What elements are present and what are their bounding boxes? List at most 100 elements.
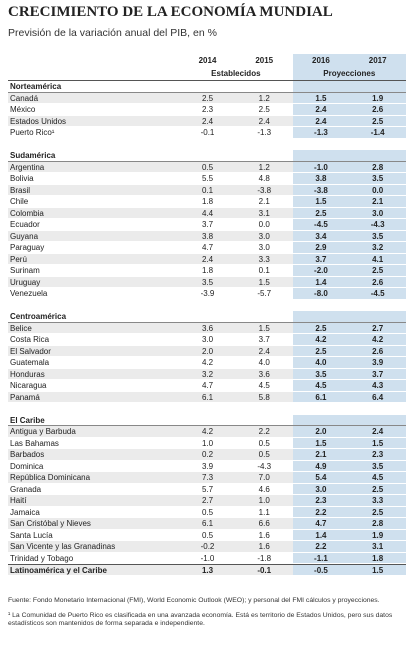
- data-row: Ecuador 3.7 0.0 -4.5 -4.3: [8, 219, 407, 231]
- value: 1.5: [349, 437, 407, 448]
- section-row: Centroamérica: [8, 311, 407, 323]
- country: Costa Rica: [10, 335, 50, 344]
- section-row: Norteamérica: [8, 81, 407, 93]
- blank: [179, 81, 236, 92]
- value: 1.9: [349, 529, 407, 540]
- value: 2.5: [292, 322, 350, 333]
- value: 4.7: [201, 243, 214, 252]
- value: 7.0: [258, 473, 270, 482]
- value: 2.2: [292, 541, 350, 552]
- blank: [179, 415, 236, 426]
- value: 3.5: [349, 230, 407, 241]
- value: -8.0: [292, 288, 350, 299]
- section-name: El Caribe: [10, 415, 45, 425]
- country: Bolivia: [10, 174, 34, 183]
- value: 1.4: [292, 529, 350, 540]
- blank: [349, 311, 407, 322]
- value: -1.0: [200, 553, 215, 563]
- data-row: República Dominicana 7.3 7.0 5.4 4.5: [8, 472, 407, 484]
- value: 3.0: [258, 231, 270, 241]
- country: República Dominicana: [10, 473, 91, 482]
- value: 2.3: [201, 105, 214, 114]
- value: 0.1: [201, 185, 214, 195]
- value: 2.6: [349, 345, 407, 356]
- value: 2.3: [292, 495, 350, 506]
- blank: [292, 150, 350, 161]
- value: 0.5: [201, 162, 214, 172]
- value: 4.2: [201, 358, 214, 367]
- value: 2.1: [292, 449, 350, 460]
- spacer: [8, 300, 406, 312]
- value: 4.6: [258, 484, 270, 494]
- value: 3.7: [258, 335, 270, 344]
- value: 2.4: [349, 426, 407, 437]
- data-row: Guyana 3.8 3.0 3.4 3.5: [8, 230, 407, 242]
- value: 2.5: [349, 265, 407, 276]
- value: 3.3: [349, 495, 407, 506]
- value: 1.8: [349, 552, 407, 563]
- country: Latinoamérica y el Caribe: [10, 566, 107, 575]
- value: 3.5: [349, 173, 407, 184]
- data-row: Bolivia 5.5 4.8 3.8 3.5: [8, 173, 407, 185]
- country: Uruguay: [10, 277, 41, 287]
- value: 2.6: [349, 276, 407, 287]
- data-row: Guatemala 4.2 4.0 4.0 3.9: [8, 357, 407, 369]
- blank: [8, 54, 179, 67]
- value: 2.5: [292, 207, 350, 218]
- value: 2.5: [349, 483, 407, 494]
- country: Granada: [10, 484, 42, 494]
- value: 1.8: [201, 197, 214, 206]
- value: 5.4: [292, 472, 350, 483]
- country: El Salvador: [10, 346, 51, 356]
- country: Las Bahamas: [10, 438, 59, 448]
- data-row: Panamá 6.1 5.8 6.1 6.4: [8, 391, 407, 403]
- value: 5.7: [201, 484, 214, 494]
- blank: [179, 311, 236, 322]
- value: 2.5: [349, 506, 407, 517]
- blank: [236, 81, 293, 92]
- year: 2017: [349, 54, 407, 67]
- data-row: Colombia 4.4 3.1 2.5 3.0: [8, 207, 407, 219]
- table: 2014 2015 2016 2017 Establecidos Proyecciones…: [8, 54, 407, 576]
- country: Trinidad y Tobago: [10, 553, 74, 563]
- data-row: Costa Rica 3.0 3.7 4.2 4.2: [8, 334, 407, 346]
- value: 3.2: [201, 369, 214, 379]
- value: 2.0: [201, 346, 214, 356]
- value: 1.5: [292, 92, 350, 103]
- year: 2014: [198, 56, 217, 65]
- value: 2.9: [292, 242, 350, 253]
- data-row: Granada 5.7 4.6 3.0 2.5: [8, 483, 407, 495]
- data-row: Canadá 2.5 1.2 1.5 1.9: [8, 92, 407, 104]
- value: 2.3: [349, 449, 407, 460]
- value: 4.2: [292, 334, 350, 345]
- value: 0.5: [258, 450, 270, 459]
- value: 2.0: [292, 426, 350, 437]
- country: Dominica: [10, 461, 44, 471]
- blank: [349, 150, 407, 161]
- subtitle: Previsión de la variación anual del PIB,…: [8, 27, 217, 39]
- data-row: El Salvador 2.0 2.4 2.5 2.6: [8, 345, 407, 357]
- data-row: Latinoamérica y el Caribe 1.3 -0.1 -0.5 1.5: [8, 564, 407, 576]
- data-row: Estados Unidos 2.4 2.4 2.4 2.5: [8, 115, 407, 127]
- country: Barbados: [10, 450, 45, 459]
- value: 3.2: [349, 242, 407, 253]
- value: 3.7: [201, 220, 214, 229]
- value: 2.1: [258, 197, 270, 206]
- value: 1.2: [258, 162, 270, 172]
- blank: [236, 150, 293, 161]
- established: Establecidos: [211, 69, 261, 78]
- value: 1.8: [201, 266, 214, 275]
- value: -4.5: [349, 288, 407, 299]
- value: 1.5: [292, 437, 350, 448]
- country: Surinam: [10, 266, 40, 275]
- value: 3.3: [258, 254, 270, 264]
- section-name: Sudamérica: [10, 151, 56, 160]
- value: 4.3: [349, 380, 407, 391]
- value: 1.5: [258, 277, 270, 287]
- value: 3.6: [258, 369, 270, 379]
- value: 1.2: [258, 93, 270, 103]
- value: 2.6: [349, 104, 407, 115]
- value: 1.3: [201, 566, 214, 575]
- value: -3.8: [292, 184, 350, 195]
- value: 3.7: [349, 368, 407, 379]
